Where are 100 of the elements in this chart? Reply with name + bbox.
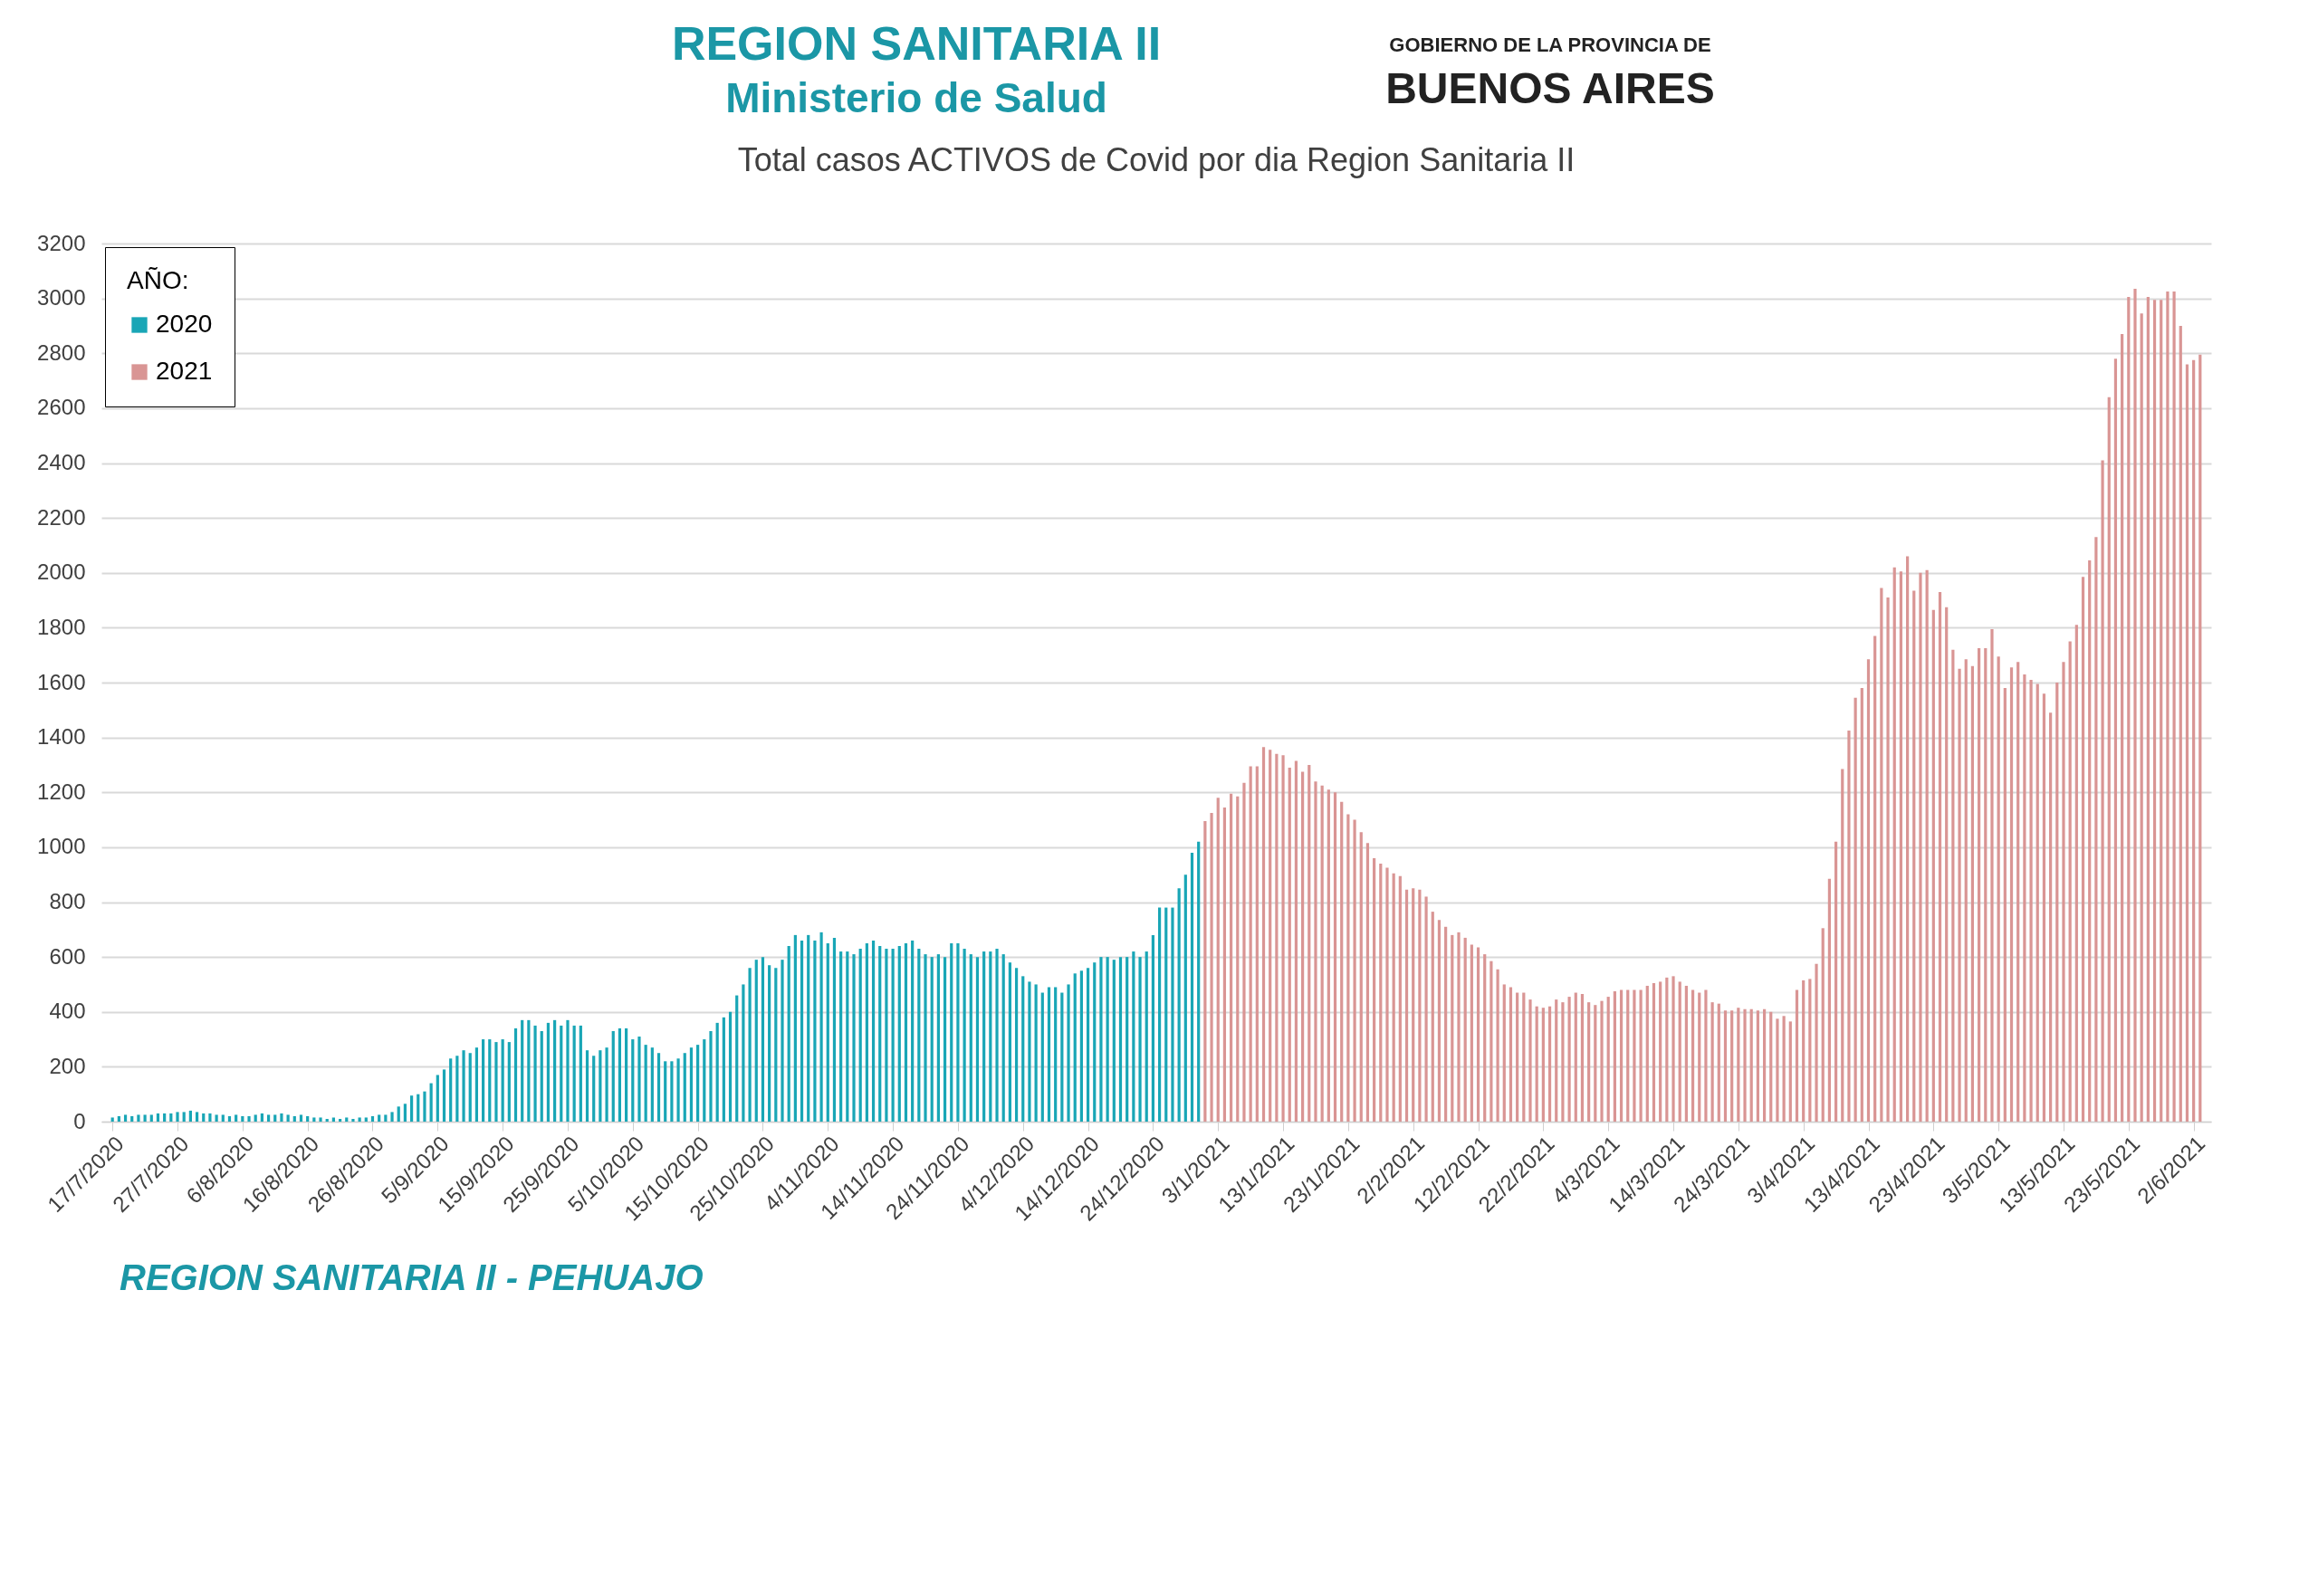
bar bbox=[2198, 354, 2202, 1122]
bar bbox=[793, 934, 797, 1122]
bar bbox=[950, 942, 953, 1122]
bar bbox=[266, 1114, 271, 1122]
bar bbox=[989, 951, 992, 1122]
bar bbox=[865, 942, 868, 1122]
bar bbox=[1086, 968, 1090, 1122]
bar bbox=[1281, 755, 1285, 1122]
bar bbox=[409, 1095, 414, 1122]
bar bbox=[1990, 628, 1994, 1122]
bar bbox=[1054, 987, 1058, 1122]
bar bbox=[2081, 577, 2085, 1122]
bar bbox=[1984, 648, 1988, 1122]
bar bbox=[1164, 907, 1168, 1122]
y-tick-label: 2200 bbox=[37, 504, 86, 530]
bar bbox=[1457, 932, 1461, 1122]
bar bbox=[1547, 1006, 1552, 1122]
bar bbox=[130, 1115, 134, 1122]
bar bbox=[1373, 858, 1376, 1122]
bar bbox=[299, 1114, 303, 1122]
bar bbox=[2146, 297, 2150, 1122]
bar bbox=[644, 1045, 647, 1122]
bar bbox=[560, 1025, 563, 1122]
bar bbox=[858, 949, 862, 1122]
bar bbox=[286, 1114, 290, 1122]
bar bbox=[904, 942, 908, 1122]
bar bbox=[1659, 981, 1662, 1122]
bar bbox=[1021, 976, 1025, 1122]
bar bbox=[1892, 567, 1896, 1122]
bar bbox=[1171, 907, 1174, 1122]
bar bbox=[1476, 947, 1480, 1122]
bar bbox=[1919, 572, 1922, 1122]
bar bbox=[1645, 985, 1649, 1122]
bar bbox=[2133, 289, 2137, 1122]
bar bbox=[1860, 688, 1863, 1122]
bar bbox=[423, 1091, 426, 1122]
bar bbox=[2121, 334, 2124, 1122]
bar bbox=[1067, 984, 1070, 1122]
bar bbox=[936, 954, 940, 1122]
bar bbox=[1873, 636, 1877, 1122]
bar bbox=[2172, 291, 2176, 1122]
bar bbox=[1222, 807, 1227, 1122]
bar bbox=[982, 951, 986, 1122]
bar bbox=[1613, 991, 1616, 1122]
bar bbox=[1483, 954, 1487, 1122]
bar bbox=[1938, 591, 1942, 1122]
bar bbox=[709, 1030, 713, 1122]
bar bbox=[1106, 957, 1109, 1122]
bar bbox=[1788, 1021, 1792, 1122]
bar bbox=[637, 1037, 641, 1122]
bar bbox=[474, 1047, 479, 1122]
bar bbox=[176, 1112, 179, 1122]
bar bbox=[292, 1115, 296, 1122]
bar bbox=[1307, 764, 1311, 1122]
bar bbox=[1580, 994, 1585, 1122]
bar bbox=[2185, 364, 2189, 1122]
legend-label: 2020 bbox=[156, 310, 213, 338]
bar bbox=[1528, 999, 1532, 1122]
bar bbox=[1808, 979, 1812, 1122]
bar bbox=[345, 1117, 349, 1122]
bar bbox=[156, 1113, 160, 1122]
bar bbox=[975, 957, 980, 1122]
bar bbox=[123, 1114, 128, 1122]
bar bbox=[670, 1061, 674, 1122]
bar bbox=[1827, 878, 1832, 1122]
bar bbox=[370, 1115, 375, 1122]
bar bbox=[227, 1115, 232, 1122]
bar bbox=[1555, 999, 1558, 1122]
bar bbox=[390, 1112, 394, 1122]
bar bbox=[1418, 889, 1422, 1122]
bar bbox=[1216, 798, 1220, 1122]
bar bbox=[501, 1039, 504, 1122]
bar bbox=[1288, 767, 1291, 1122]
bar bbox=[241, 1115, 244, 1122]
bar bbox=[260, 1113, 263, 1122]
bar bbox=[1587, 1002, 1591, 1122]
bar bbox=[169, 1113, 173, 1122]
bar bbox=[1594, 1005, 1597, 1122]
bar bbox=[1899, 571, 1903, 1122]
bar bbox=[2192, 359, 2196, 1122]
bar bbox=[943, 957, 947, 1122]
bar bbox=[1183, 874, 1187, 1122]
bar bbox=[572, 1025, 576, 1122]
bar bbox=[1541, 1008, 1545, 1122]
bar bbox=[1535, 1006, 1538, 1122]
bar bbox=[650, 1047, 654, 1122]
bar bbox=[2140, 313, 2143, 1122]
bar bbox=[625, 1027, 628, 1122]
bar bbox=[494, 1042, 498, 1122]
bar bbox=[1242, 782, 1246, 1122]
y-tick-label: 1800 bbox=[37, 614, 86, 639]
bar bbox=[1047, 987, 1051, 1122]
bar bbox=[2113, 358, 2118, 1122]
bar bbox=[1912, 590, 1916, 1122]
bar bbox=[1437, 920, 1442, 1122]
bar bbox=[2009, 667, 2014, 1122]
bar bbox=[1353, 819, 1356, 1122]
bar bbox=[1723, 1010, 1728, 1122]
bar bbox=[1978, 648, 1981, 1122]
bar bbox=[774, 968, 778, 1122]
